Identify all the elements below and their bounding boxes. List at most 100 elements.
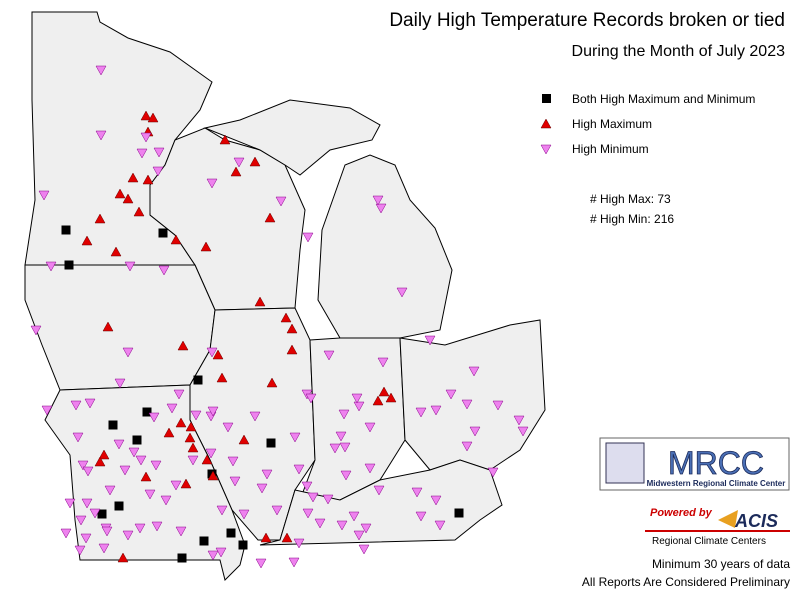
- record-high-min: [487, 467, 499, 478]
- record-high-max: [127, 172, 139, 183]
- legend-label: High Maximum: [572, 117, 652, 131]
- record-high-min: [469, 426, 481, 437]
- record-high-max: [249, 156, 261, 167]
- counts: # High Max: 73 # High Min: 216: [590, 192, 674, 226]
- state-mi-lower: [317, 154, 453, 339]
- record-high-min: [229, 476, 241, 487]
- record-high-max: [163, 427, 175, 438]
- record-high-max: [200, 241, 212, 252]
- record-high-min: [98, 543, 110, 554]
- record-high-min: [122, 530, 134, 541]
- record-high-min: [322, 494, 334, 505]
- state-oh: [399, 319, 546, 471]
- record-high-max: [385, 392, 397, 403]
- record-high-min: [288, 557, 300, 568]
- record-high-min: [430, 495, 442, 506]
- record-high-min: [136, 148, 148, 159]
- record-high-max: [372, 395, 384, 406]
- record-high-min: [95, 65, 107, 76]
- record-high-min: [95, 130, 107, 141]
- record-high-min: [360, 523, 372, 534]
- record-high-min: [89, 508, 101, 519]
- record-high-min: [434, 520, 446, 531]
- record-high-min: [170, 480, 182, 491]
- record-both: [114, 501, 124, 511]
- record-high-min: [151, 521, 163, 532]
- record-high-min: [190, 410, 202, 421]
- record-high-max: [177, 340, 189, 351]
- record-high-min: [158, 265, 170, 276]
- record-high-max: [102, 321, 114, 332]
- record-both: [454, 508, 464, 518]
- record-high-max: [280, 312, 292, 323]
- record-high-min: [114, 378, 126, 389]
- record-high-min: [72, 432, 84, 443]
- record-high-max: [110, 246, 122, 257]
- footer-note: Minimum 30 years of data: [652, 557, 790, 571]
- record-high-min: [134, 523, 146, 534]
- record-high-min: [152, 166, 164, 177]
- mrcc-logo: MRCC Midwestern Regional Climate Center: [599, 437, 790, 491]
- record-high-max: [147, 112, 159, 123]
- count-line: # High Max: 73: [590, 192, 671, 206]
- record-high-max: [140, 471, 152, 482]
- acis-subtitle: Regional Climate Centers: [652, 536, 766, 547]
- record-high-min: [153, 147, 165, 158]
- record-high-min: [60, 528, 72, 539]
- record-high-max: [264, 212, 276, 223]
- record-high-min: [64, 498, 76, 509]
- acis-swoosh: [718, 510, 738, 528]
- record-high-min: [323, 350, 335, 361]
- record-high-max: [286, 344, 298, 355]
- record-high-max: [286, 323, 298, 334]
- record-high-min: [82, 466, 94, 477]
- count-line: # High Min: 216: [590, 212, 674, 226]
- record-both: [199, 536, 209, 546]
- record-high-max: [81, 235, 93, 246]
- record-high-min: [468, 366, 480, 377]
- record-high-min: [227, 456, 239, 467]
- record-high-min: [293, 538, 305, 549]
- record-high-min: [396, 287, 408, 298]
- record-high-min: [255, 558, 267, 569]
- record-high-min: [74, 545, 86, 556]
- record-high-max: [98, 449, 110, 460]
- record-high-min: [80, 533, 92, 544]
- record-high-min: [84, 398, 96, 409]
- record-both: [193, 375, 203, 385]
- record-high-min: [358, 544, 370, 555]
- legend-triangle-up: [540, 118, 552, 129]
- record-high-min: [513, 415, 525, 426]
- record-both: [64, 260, 74, 270]
- record-high-min: [122, 347, 134, 358]
- record-high-min: [373, 485, 385, 496]
- record-high-min: [104, 485, 116, 496]
- record-high-min: [256, 483, 268, 494]
- record-high-min: [314, 518, 326, 529]
- count-value: 216: [654, 212, 674, 226]
- powered-by: Powered by: [650, 507, 713, 519]
- record-high-min: [415, 407, 427, 418]
- record-high-min: [301, 481, 313, 492]
- record-high-min: [517, 426, 529, 437]
- count-label: # High Min:: [590, 212, 651, 226]
- record-high-min: [238, 509, 250, 520]
- record-high-max: [378, 386, 390, 397]
- record-high-min: [205, 448, 217, 459]
- record-high-min: [75, 515, 87, 526]
- record-high-min: [336, 520, 348, 531]
- record-high-min: [124, 261, 136, 272]
- record-high-min: [187, 455, 199, 466]
- record-high-min: [353, 401, 365, 412]
- record-high-max: [94, 456, 106, 467]
- record-high-max: [117, 552, 129, 563]
- legend-triangle-down: [540, 144, 552, 155]
- record-both: [238, 540, 248, 550]
- record-high-min: [70, 400, 82, 411]
- record-high-max: [133, 206, 145, 217]
- record-high-min: [351, 393, 363, 404]
- logo-subtitle: Midwestern Regional Climate Center: [647, 479, 786, 488]
- record-high-min: [372, 195, 384, 206]
- record-high-min: [41, 405, 53, 416]
